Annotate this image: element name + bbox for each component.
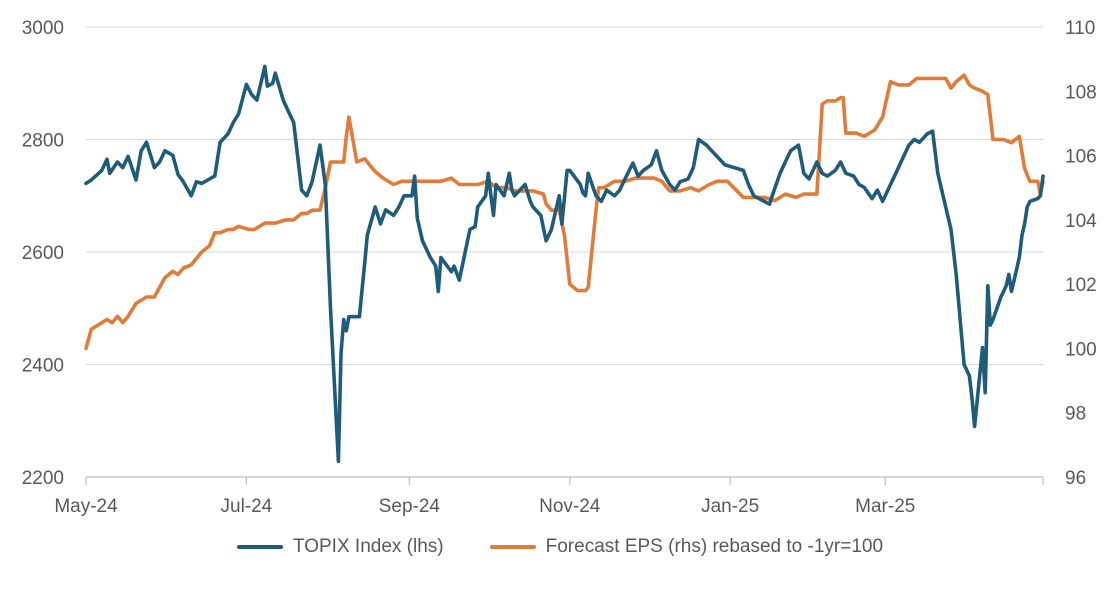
right-tick-label: 98: [1065, 404, 1086, 425]
x-axis-ticks: May-24 Jul-24 Sep-24 Nov-24 Jan-25 Mar-25: [54, 477, 1044, 517]
right-tick-label: 104: [1065, 211, 1097, 232]
x-tick-label: Sep-24: [379, 496, 441, 517]
right-axis-ticks: 96 98 100 102 104 106 108 110: [1065, 18, 1097, 489]
legend-swatch-topix: [236, 545, 283, 549]
legend-label-eps: Forecast EPS (rhs) rebased to -1yr=100: [545, 536, 884, 557]
x-tick-label: Mar-25: [855, 496, 915, 517]
series-line-topix: [84, 64, 1045, 464]
right-tick-label: 108: [1065, 82, 1097, 103]
left-tick-label: 2600: [22, 243, 64, 264]
legend: TOPIX Index (lhs) Forecast EPS (rhs) reb…: [0, 536, 1120, 558]
right-tick-label: 100: [1065, 339, 1097, 360]
left-axis-ticks: 2200 2400 2600 2800 3000: [22, 18, 64, 489]
legend-item-topix: TOPIX Index (lhs): [236, 536, 444, 558]
right-tick-label: 102: [1065, 275, 1097, 296]
x-tick-label: Jan-25: [701, 496, 759, 517]
series-lines: [84, 64, 1045, 464]
legend-item-eps: Forecast EPS (rhs) rebased to -1yr=100: [489, 536, 884, 558]
left-tick-label: 2200: [22, 468, 64, 489]
legend-label-topix: TOPIX Index (lhs): [292, 536, 444, 557]
left-tick-label: 3000: [22, 18, 64, 39]
right-tick-label: 110: [1065, 18, 1095, 39]
legend-swatch-eps: [489, 545, 536, 549]
right-tick-label: 96: [1065, 468, 1086, 489]
right-tick-label: 106: [1065, 147, 1097, 168]
x-tick-label: May-24: [54, 496, 118, 517]
gridlines: [86, 26, 1043, 365]
left-tick-label: 2400: [22, 356, 64, 377]
left-tick-label: 2800: [22, 131, 64, 152]
x-tick-label: Jul-24: [221, 496, 273, 517]
x-tick-label: Nov-24: [539, 496, 601, 517]
